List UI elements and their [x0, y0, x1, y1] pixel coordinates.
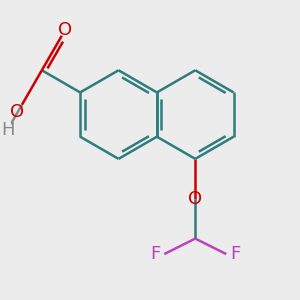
Text: F: F: [150, 245, 161, 263]
Text: O: O: [188, 190, 202, 208]
Text: O: O: [11, 103, 25, 122]
Text: O: O: [58, 21, 72, 39]
Text: H: H: [1, 121, 14, 139]
Text: F: F: [230, 245, 240, 263]
